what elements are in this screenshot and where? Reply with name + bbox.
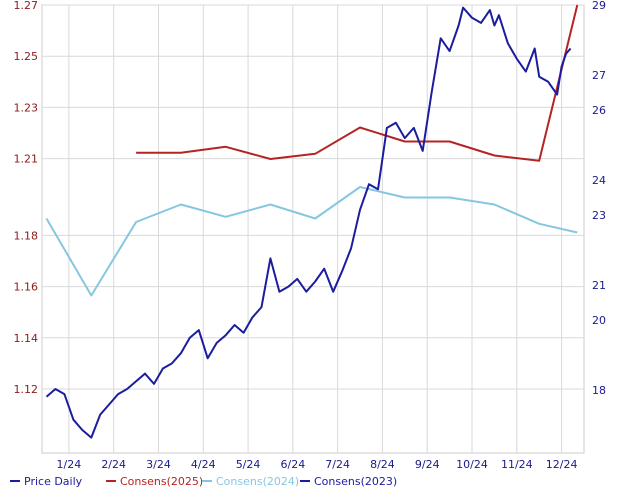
legend-label: Consens(2024)	[216, 475, 299, 488]
right-tick-label: 18	[592, 384, 606, 397]
x-tick-label: 2/24	[101, 458, 126, 471]
left-tick-label: 1.25	[14, 50, 39, 63]
left-tick-label: 1.21	[14, 153, 39, 166]
x-tick-label: 12/24	[546, 458, 578, 471]
x-tick-label: 1/24	[57, 458, 82, 471]
left-tick-label: 1.23	[14, 101, 39, 114]
series-line-price-daily	[45, 6, 572, 439]
grid-lines	[42, 4, 584, 453]
left-tick-label: 1.16	[14, 281, 39, 294]
x-tick-label: 3/24	[146, 458, 171, 471]
right-tick-label: 27	[592, 69, 606, 82]
left-tick-label: 1.14	[14, 332, 39, 345]
right-tick-label: 20	[592, 314, 606, 327]
right-tick-label: 26	[592, 104, 606, 117]
right-tick-label: 29	[592, 0, 606, 12]
series-line-consens-2025	[136, 4, 579, 162]
series-lines	[45, 4, 579, 439]
plot-area	[41, 4, 585, 454]
legend-label: Price Daily	[24, 475, 83, 488]
right-tick-label: 21	[592, 279, 606, 292]
x-tick-label: 5/24	[236, 458, 261, 471]
x-tick-label: 10/24	[456, 458, 488, 471]
x-tick-label: 6/24	[280, 458, 305, 471]
left-axis-ticks: 1.27 1.25 1.23 1.21 1.18 1.16 1.14 1.12	[14, 0, 39, 396]
x-axis-ticks: 1/24 2/24 3/24 4/24 5/24 6/24 7/24 8/24 9/24 10/2…	[57, 458, 578, 471]
legend-label: Consens(2023)	[314, 475, 397, 488]
left-tick-label: 1.12	[14, 383, 39, 396]
legend: Price Daily Consens(2025) Consens(2024) Con…	[10, 475, 397, 488]
series-line-consens-2024	[45, 186, 578, 297]
left-tick-label: 1.18	[14, 229, 39, 242]
x-tick-label: 7/24	[325, 458, 350, 471]
right-axis-ticks: 29 27 26 24 23 21 20 18	[592, 0, 606, 397]
left-tick-label: 1.27	[14, 0, 39, 12]
x-tick-label: 8/24	[370, 458, 395, 471]
x-tick-label: 4/24	[191, 458, 216, 471]
right-tick-label: 23	[592, 209, 606, 222]
right-tick-label: 24	[592, 174, 606, 187]
legend-label: Consens(2025)	[120, 475, 203, 488]
x-tick-label: 9/24	[415, 458, 440, 471]
x-tick-label: 11/24	[501, 458, 533, 471]
